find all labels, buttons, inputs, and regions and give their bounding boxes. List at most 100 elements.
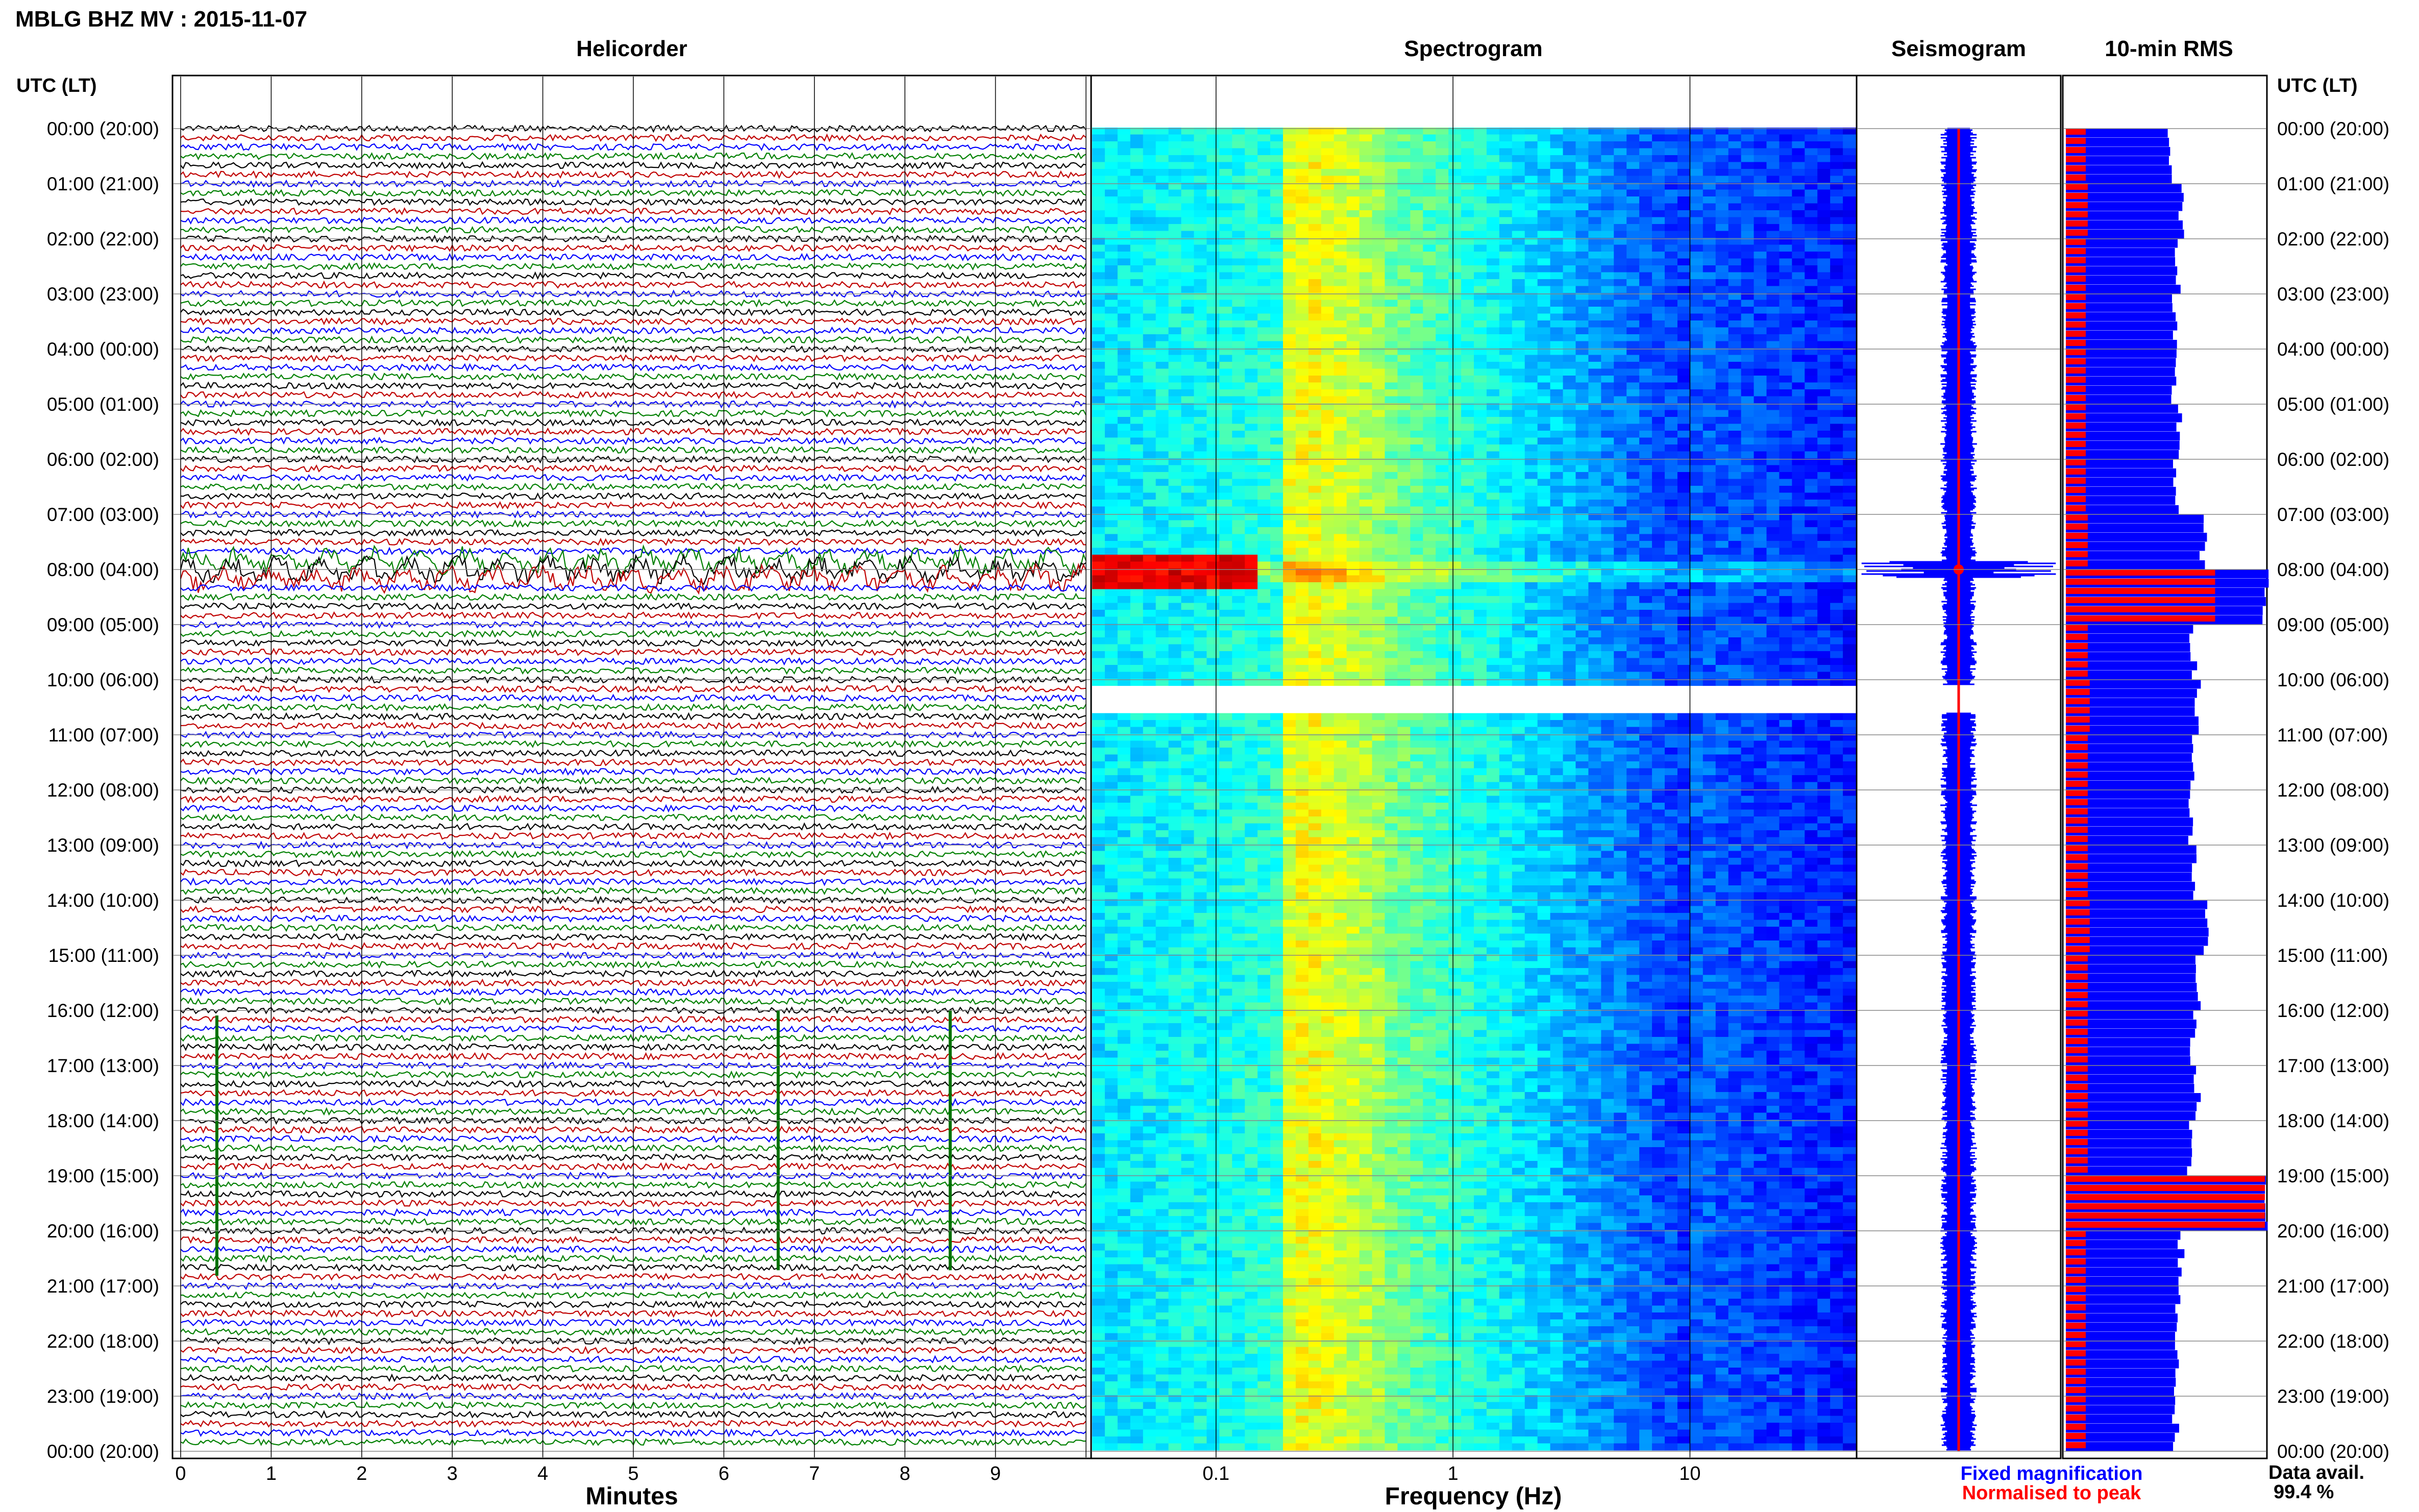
spectrogram-cell <box>1652 603 1665 610</box>
spectrogram-cell <box>1334 630 1347 638</box>
spectrogram-cell <box>1626 252 1640 259</box>
spectrogram-cell <box>1817 417 1831 425</box>
spectrogram-cell <box>1677 238 1691 245</box>
spectrogram-cell <box>1601 141 1614 149</box>
spectrogram-cell <box>1359 355 1373 362</box>
spectrogram-cell <box>1181 465 1195 473</box>
spectrogram-cell <box>1537 300 1551 307</box>
spectrogram-cell <box>1728 355 1742 362</box>
spectrogram-cell <box>1206 362 1220 369</box>
spectrogram-cell <box>1334 403 1347 411</box>
spectrogram-cell <box>1843 424 1856 431</box>
spectrogram-cell <box>1817 596 1831 604</box>
spectrogram-cell <box>1423 169 1436 177</box>
spectrogram-cell <box>1219 472 1232 480</box>
spectrogram-cell <box>1359 582 1373 590</box>
spectrogram-cell <box>1168 637 1182 645</box>
spectrogram-cell <box>1448 672 1462 679</box>
spectrogram-cell <box>1308 128 1322 135</box>
spectrogram-cell <box>1512 431 1525 438</box>
spectrogram-cell <box>1817 672 1831 679</box>
spectrogram-cell <box>1346 293 1360 301</box>
spectrogram-cell <box>1575 672 1589 679</box>
spectrogram-cell <box>1092 376 1105 383</box>
spectrogram-cell <box>1461 389 1474 397</box>
spectrogram-cell <box>1639 224 1652 232</box>
spectrogram-cell <box>1448 134 1462 142</box>
spectrogram-cell <box>1588 568 1601 576</box>
spectrogram-cell <box>1270 431 1283 438</box>
spectrogram-cell <box>1283 582 1296 590</box>
spectrogram-cell <box>1830 541 1843 549</box>
spectrogram-cell <box>1702 458 1716 466</box>
spectrogram-cell <box>1206 162 1220 169</box>
spectrogram-cell <box>1257 327 1271 335</box>
spectrogram-cell <box>1524 431 1538 438</box>
spectrogram-cell <box>1715 300 1729 307</box>
spectrogram-cell <box>1537 575 1551 583</box>
spectrogram-cell <box>1130 368 1144 376</box>
spectrogram-cell <box>1537 506 1551 514</box>
spectrogram-cell <box>1575 555 1589 562</box>
spectrogram-cell <box>1308 334 1322 342</box>
spectrogram-cell <box>1792 376 1805 383</box>
spectrogram-cell <box>1690 272 1704 280</box>
spectrogram-cell <box>1474 341 1487 349</box>
spectrogram-cell <box>1474 506 1487 514</box>
spectrogram-cell <box>1588 713 1601 721</box>
spectrogram-cell <box>1512 382 1525 390</box>
spectrogram-cell <box>1295 589 1309 597</box>
spectrogram-cell <box>1321 424 1335 431</box>
spectrogram-cell <box>1385 479 1398 486</box>
spectrogram-cell <box>1512 658 1525 665</box>
spectrogram-cell <box>1334 300 1347 307</box>
spectrogram-cell <box>1245 610 1258 617</box>
spectrogram-cell <box>1219 368 1232 376</box>
spectrogram-cell <box>1359 575 1373 583</box>
spectrogram-cell <box>1575 148 1589 156</box>
spectrogram-cell <box>1575 307 1589 314</box>
spectrogram-cell <box>1359 437 1373 445</box>
spectrogram-cell <box>1321 313 1335 321</box>
spectrogram-cell <box>1588 355 1601 362</box>
spectrogram-cell <box>1423 348 1436 356</box>
spectrogram-cell <box>1652 465 1665 473</box>
spectrogram-cell <box>1295 637 1309 645</box>
spectrogram-cell <box>1512 527 1525 535</box>
spectrogram-cell <box>1117 224 1131 232</box>
spectrogram-cell <box>1677 492 1691 500</box>
spectrogram-cell <box>1626 389 1640 397</box>
spectrogram-cell <box>1537 713 1551 721</box>
spectrogram-cell <box>1614 313 1627 321</box>
spectrogram-cell <box>1474 575 1487 583</box>
spectrogram-cell <box>1461 320 1474 328</box>
spectrogram-cell <box>1702 355 1716 362</box>
spectrogram-cell <box>1448 258 1462 266</box>
spectrogram-cell <box>1588 506 1601 514</box>
spectrogram-cell <box>1092 272 1105 280</box>
spectrogram-cell <box>1474 224 1487 232</box>
spectrogram-cell <box>1588 224 1601 232</box>
spectrogram-cell <box>1372 561 1386 569</box>
spectrogram-cell <box>1359 224 1373 232</box>
spectrogram-cell <box>1448 155 1462 163</box>
spectrogram-cell <box>1524 162 1538 169</box>
spectrogram-cell <box>1436 561 1449 569</box>
spectrogram-cell <box>1206 382 1220 390</box>
spectrogram-cell <box>1779 320 1792 328</box>
spectrogram-cell <box>1550 472 1564 480</box>
spectrogram-cell <box>1486 389 1500 397</box>
spectrogram-cell <box>1652 341 1665 349</box>
spectrogram-cell <box>1843 506 1856 514</box>
spectrogram-cell <box>1257 307 1271 314</box>
spectrogram-cell <box>1397 196 1411 204</box>
spectrogram-cell <box>1817 713 1831 721</box>
spectrogram-cell <box>1104 231 1118 238</box>
spectrogram-cell <box>1766 320 1780 328</box>
spectrogram-cell <box>1194 403 1207 411</box>
spectrogram-cell <box>1715 224 1729 232</box>
spectrogram-cell <box>1397 252 1411 259</box>
spectrogram-cell <box>1805 575 1818 583</box>
spectrogram-cell <box>1715 355 1729 362</box>
spectrogram-cell <box>1130 630 1144 638</box>
